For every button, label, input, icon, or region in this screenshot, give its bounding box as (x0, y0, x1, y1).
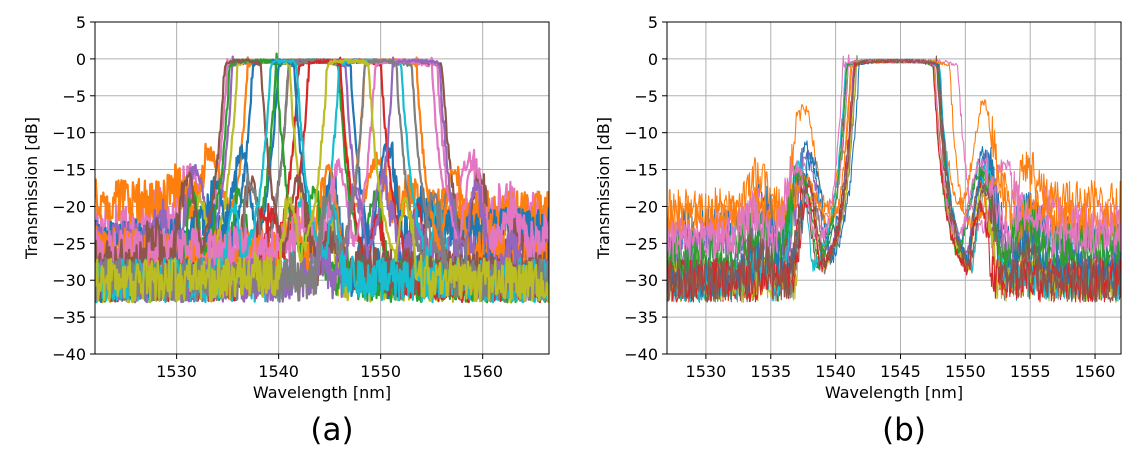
panel-b-x-axis-label: Wavelength [nm] (825, 383, 963, 402)
y-tick-label: −5 (634, 87, 658, 106)
x-tick-label: 1555 (1010, 362, 1051, 381)
y-tick-label: −25 (52, 234, 86, 253)
panel-b: 1530 1535 1540 1545 1550 1555 1560 5 0 −5 −10 −15 −… (594, 13, 1122, 448)
x-tick-label: 1535 (750, 362, 791, 381)
spectrum-trace (95, 58, 549, 304)
panel-b-y-ticks: 5 0 −5 −10 −15 −20 −25 −30 −35 −40 (624, 13, 667, 364)
y-tick-label: −35 (624, 308, 658, 327)
panel-b-x-ticks: 1530 1535 1540 1545 1550 1555 1560 (686, 354, 1116, 381)
y-tick-label: −20 (624, 197, 658, 216)
panel-b-frame (666, 21, 1122, 355)
panel-a-caption: (a) (310, 412, 353, 448)
panel-a-y-ticks: 5 0 −5 −10 −15 −20 −25 −30 −35 −40 (52, 13, 95, 364)
panel-a-x-ticks: 1530 1540 1550 1560 (156, 354, 503, 381)
y-tick-label: 5 (76, 13, 86, 32)
spectrum-trace (667, 58, 1121, 303)
x-tick-label: 1545 (880, 362, 921, 381)
y-tick-label: 0 (648, 50, 658, 69)
panel-a: 1530 1540 1550 1560 5 0 −5 −10 −15 −20 −25 −30 −35 −… (22, 13, 550, 448)
y-tick-label: −10 (52, 124, 86, 143)
x-tick-label: 1560 (1075, 362, 1116, 381)
y-tick-label: −15 (52, 161, 86, 180)
y-tick-label: −30 (624, 271, 658, 290)
panel-a-frame (94, 21, 550, 355)
x-tick-label: 1550 (945, 362, 986, 381)
panel-a-x-axis-label: Wavelength [nm] (253, 383, 391, 402)
panel-a-traces (95, 52, 549, 304)
x-tick-label: 1550 (360, 362, 401, 381)
y-tick-label: 5 (648, 13, 658, 32)
y-tick-label: −20 (52, 197, 86, 216)
x-tick-label: 1540 (258, 362, 299, 381)
y-tick-label: −40 (624, 345, 658, 364)
y-tick-label: −25 (624, 234, 658, 253)
y-tick-label: −10 (624, 124, 658, 143)
x-tick-label: 1530 (686, 362, 727, 381)
y-tick-label: −40 (52, 345, 86, 364)
panel-a-y-axis-label: Transmission [dB] (22, 117, 41, 260)
y-tick-label: 0 (76, 50, 86, 69)
panel-b-traces (667, 54, 1121, 303)
spectrum-trace (667, 58, 1121, 247)
y-tick-label: −30 (52, 271, 86, 290)
spectrum-trace (95, 58, 549, 303)
panel-b-y-axis-label: Transmission [dB] (594, 117, 613, 260)
x-tick-label: 1560 (462, 362, 503, 381)
x-tick-label: 1540 (815, 362, 856, 381)
y-tick-label: −35 (52, 308, 86, 327)
x-tick-label: 1530 (156, 362, 197, 381)
panel-b-caption: (b) (882, 412, 926, 448)
y-tick-label: −5 (62, 87, 86, 106)
y-tick-label: −15 (624, 161, 658, 180)
